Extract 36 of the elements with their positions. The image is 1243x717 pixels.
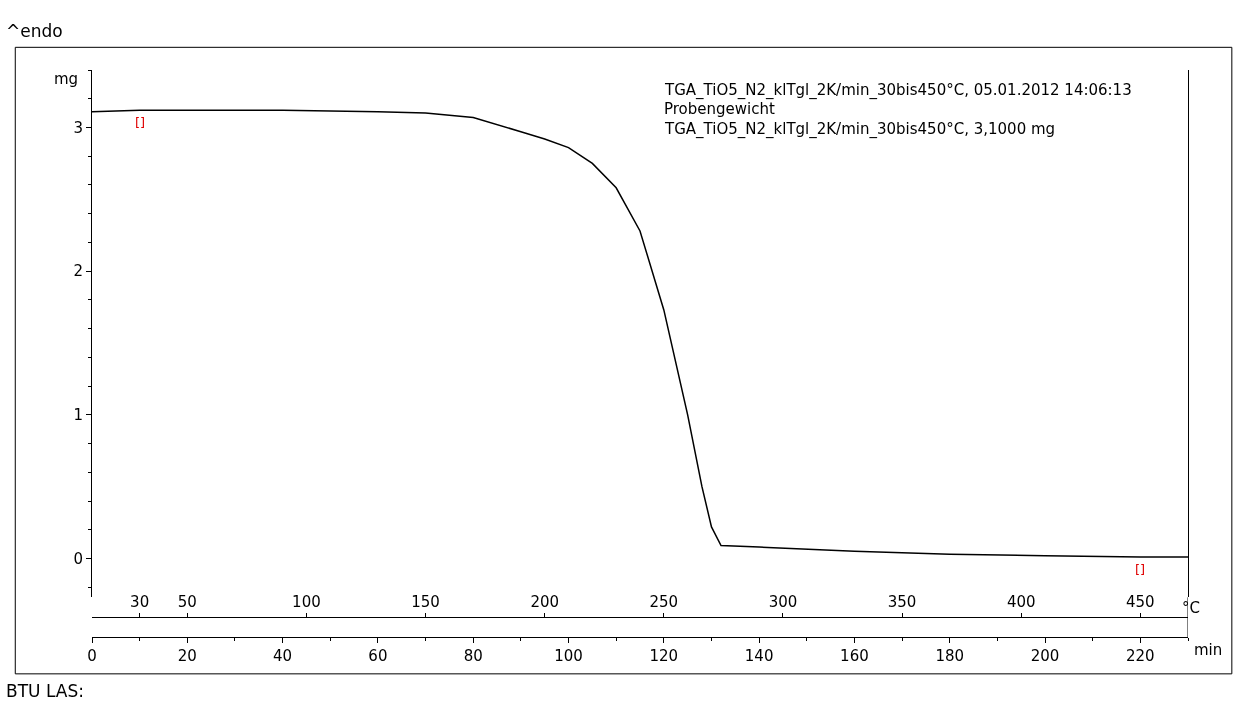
- x2-tick-label: 250: [649, 593, 679, 612]
- x-tick-label: 200: [1030, 647, 1060, 665]
- x2-tick-label: 150: [411, 593, 440, 612]
- x2-tick-label: 30: [130, 593, 150, 612]
- x2-tick-label: 450: [1126, 593, 1155, 612]
- x2-tick-label: 300: [768, 593, 798, 612]
- y-tick-label: 2: [73, 262, 83, 281]
- x-tick-label: 220: [1126, 647, 1155, 665]
- x-tick-label: 100: [554, 647, 583, 665]
- x-tick-label: 180: [935, 647, 965, 665]
- x-tick-label: 20: [177, 647, 197, 665]
- y-tick-label: 1: [73, 406, 83, 425]
- annotation: Probengewicht: [664, 100, 775, 118]
- x-tick-label: 80: [463, 647, 483, 665]
- x2-tick-label: 350: [887, 593, 917, 612]
- y-tick-label: 0: [73, 549, 83, 568]
- x-axis-title: min: [1194, 641, 1223, 659]
- x-tick-label: 120: [649, 647, 679, 665]
- x2-tick-label: 50: [177, 593, 197, 612]
- x-tick-label: 160: [840, 647, 869, 665]
- x2-tick-label: 400: [1006, 593, 1036, 612]
- y-tick-label: 3: [73, 118, 83, 137]
- y-axis-title: mg: [54, 70, 79, 88]
- annotation: []: [1135, 562, 1146, 577]
- x2-tick-label: 100: [292, 593, 321, 612]
- x-tick-label: 140: [744, 647, 774, 665]
- text: BTU LAS:: [6, 681, 84, 701]
- x-tick-label: 60: [368, 647, 388, 665]
- x-tick-label: 0: [87, 647, 97, 665]
- x2-tick-label: 200: [530, 593, 560, 612]
- text: ^endo: [6, 21, 63, 41]
- x2-axis-title: °C: [1182, 599, 1200, 617]
- annotation: TGA_TiO5_N2_klTgl_2K/min_30bis450°C, 3,1000 mg: [664, 120, 1056, 139]
- annotation: []: [135, 115, 146, 130]
- annotation: TGA_TiO5_N2_klTgl_2K/min_30bis450°C, 05.01.2012 14:06:13: [664, 81, 1132, 100]
- x-tick-label: 40: [273, 647, 293, 665]
